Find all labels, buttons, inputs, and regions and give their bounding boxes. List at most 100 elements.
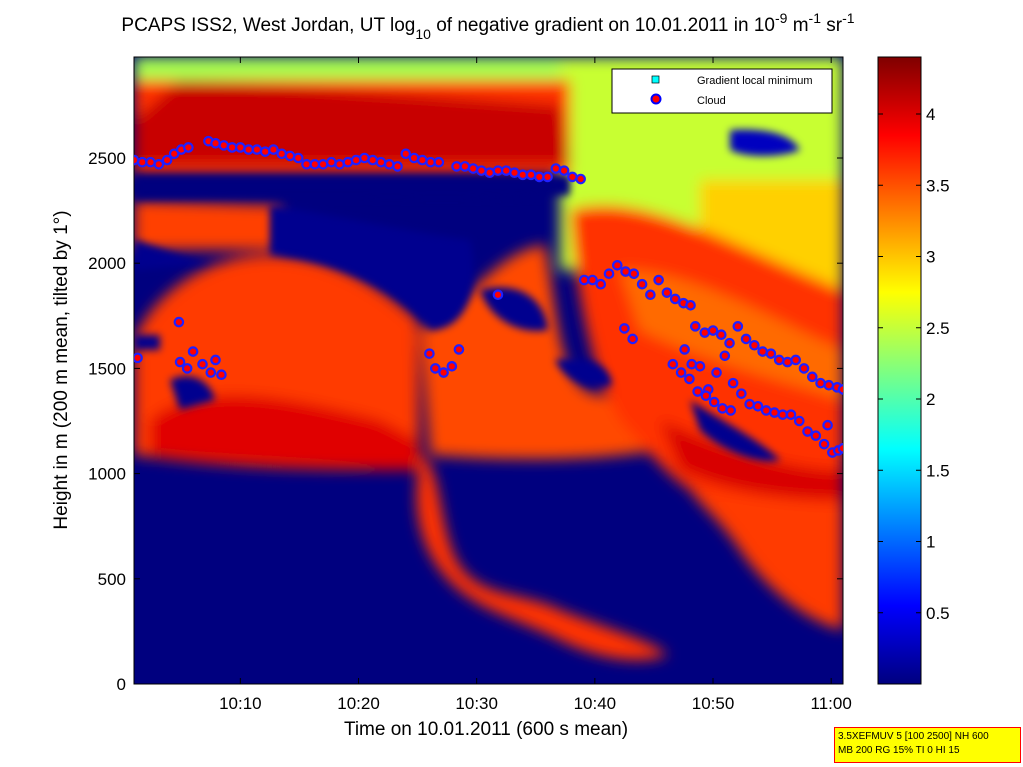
plot-frame <box>133 56 844 685</box>
cloud-point <box>699 327 711 338</box>
cloud-point <box>636 278 648 290</box>
cloud-point <box>675 367 687 378</box>
cloud-point <box>375 156 387 168</box>
cloud-point <box>603 268 615 280</box>
cloud-point <box>653 274 664 286</box>
cloud-point <box>292 152 304 164</box>
colorbar-tick-label: 2.5 <box>926 319 950 338</box>
cloud-point <box>785 409 797 420</box>
cloud-point <box>517 169 529 181</box>
cloud-point <box>210 137 221 149</box>
cloud-point <box>451 161 462 172</box>
cloud-point <box>679 344 690 355</box>
cloud-point <box>218 140 230 151</box>
cloud-point <box>284 150 296 162</box>
cloud-point <box>134 352 143 364</box>
cloud-point <box>700 390 712 402</box>
cloud-point <box>818 438 830 450</box>
cloud-point <box>752 400 764 412</box>
cloud-point <box>620 266 631 277</box>
cloud-point <box>744 398 755 410</box>
cloud-point <box>822 419 833 431</box>
cloud-point <box>446 360 458 372</box>
cloud-point <box>628 268 640 280</box>
cloud-point <box>837 384 843 395</box>
cloud-point <box>684 373 695 385</box>
cloud-point <box>161 154 173 166</box>
info-line-2: MB 200 RG 15% TI 0 HI 15 <box>838 745 960 756</box>
colorbar-ticks: 0.5 1 1.5 2 2.5 3 3.5 4 <box>878 105 950 623</box>
cloud-point <box>459 161 471 172</box>
cloud-point <box>134 154 140 166</box>
cloud-point <box>509 167 520 179</box>
cloud-point <box>645 289 656 301</box>
cloud-point <box>707 325 719 336</box>
cloud-point <box>183 142 194 153</box>
x-tick-label: 10:20 <box>337 694 380 713</box>
chart-title: PCAPS ISS2, West Jordan, UT log10 of neg… <box>121 10 854 42</box>
cloud-point <box>467 163 479 174</box>
cloud-point <box>777 409 789 420</box>
cloud-point <box>798 363 810 374</box>
x-tick-label: 10:10 <box>219 694 262 713</box>
cloud-point <box>383 159 395 170</box>
cloud-point <box>367 154 378 166</box>
legend-square-marker <box>651 75 660 84</box>
cloud-point <box>433 156 445 168</box>
cloud-point <box>268 144 279 155</box>
colorbar-tick-label: 2 <box>926 390 935 409</box>
cloud-point <box>334 159 345 170</box>
cloud-point <box>685 299 696 311</box>
cloud-point <box>205 367 217 378</box>
cloud-point <box>534 171 545 183</box>
cloud-point <box>667 358 679 370</box>
cloud-point <box>587 274 598 286</box>
cloud-point <box>187 346 199 357</box>
colorbar-tick-label: 3 <box>926 248 935 267</box>
cloud-point <box>717 403 728 414</box>
cloud-point <box>476 165 487 176</box>
cloud-point <box>492 165 504 176</box>
cloud-point <box>686 358 698 370</box>
cloud-point <box>558 165 570 176</box>
colorbar-tick-label: 4 <box>926 105 935 124</box>
cloud-point <box>612 259 623 271</box>
cloud-point <box>438 367 449 378</box>
cloud-point <box>408 152 420 164</box>
cloud-point <box>145 156 156 168</box>
cloud-point <box>793 415 805 427</box>
y-tick-label: 2500 <box>88 149 126 168</box>
cloud-point <box>417 154 428 166</box>
info-box: 3.5XEFMUV 5 [100 2500] NH 600 MB 200 RG … <box>834 727 1021 763</box>
y-tick-label: 2000 <box>88 254 126 273</box>
x-tick-label: 10:40 <box>574 694 617 713</box>
cloud-point <box>326 156 337 168</box>
cloud-point <box>430 363 441 374</box>
cloud-point <box>760 405 772 416</box>
cloud-point <box>216 369 227 381</box>
cloud-point <box>500 165 512 176</box>
x-tick-label: 10:30 <box>455 694 498 713</box>
cloud-point <box>226 142 238 153</box>
cloud-point <box>725 405 737 416</box>
cloud-point <box>578 274 590 286</box>
cloud-point <box>153 159 165 170</box>
cloud-point <box>400 148 412 160</box>
cloud-point <box>259 146 271 157</box>
cloud-point <box>567 171 578 183</box>
cloud-point <box>732 321 744 332</box>
cloud-point <box>350 154 362 166</box>
cloud-point <box>392 161 403 172</box>
cloud-point <box>765 348 777 359</box>
legend-box <box>611 68 833 114</box>
cloud-point <box>727 377 739 389</box>
cloud-point <box>453 344 465 355</box>
colorbar-tick-label: 0.5 <box>926 604 950 623</box>
legend-label-gradient: Gradient local minimum <box>697 75 813 87</box>
colorbar-tick-label: 3.5 <box>926 176 950 195</box>
cloud-point <box>173 316 185 328</box>
cloud-point <box>689 321 701 332</box>
cloud-point <box>359 152 370 164</box>
x-axis-label: Time on 10.01.2011 (600 s mean) <box>344 719 628 740</box>
